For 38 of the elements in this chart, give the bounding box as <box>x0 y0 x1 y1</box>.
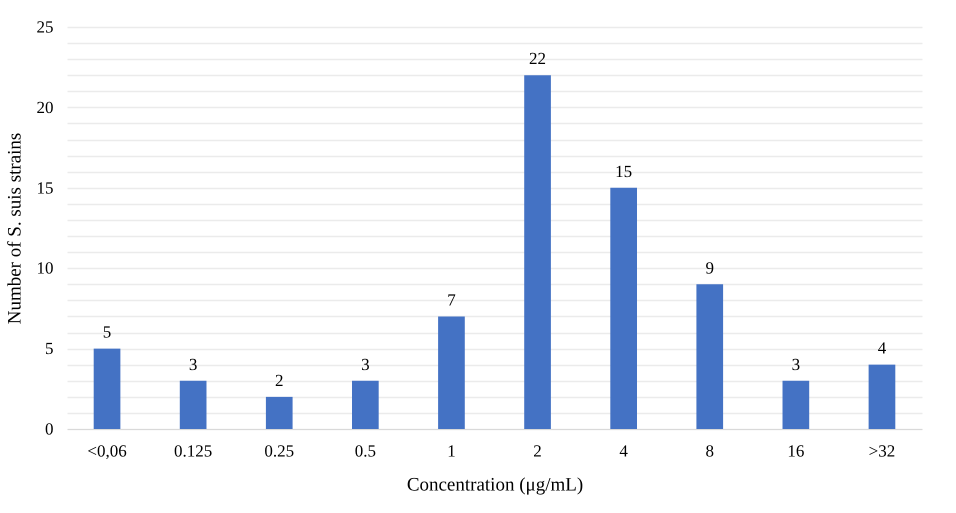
data-label: 15 <box>615 162 632 181</box>
x-tick-label: 0.125 <box>174 442 212 460</box>
data-label: 3 <box>361 354 370 374</box>
data-label: 7 <box>447 290 456 310</box>
bar <box>524 75 551 429</box>
y-axis-title: Number of S. suis strains <box>4 132 26 324</box>
y-tick-label: 10 <box>36 258 54 278</box>
data-label: 9 <box>706 258 714 278</box>
x-tick-label: 8 <box>706 442 714 460</box>
bar <box>696 284 724 429</box>
data-label: 5 <box>102 322 112 342</box>
data-label: 3 <box>792 354 800 374</box>
bar <box>438 316 465 429</box>
bar <box>266 396 293 429</box>
y-tick-label: 0 <box>45 420 54 438</box>
data-label: 4 <box>878 338 887 358</box>
y-tick-label: 15 <box>36 178 54 198</box>
x-tick-label: 4 <box>619 442 628 460</box>
data-label: 2 <box>274 370 284 390</box>
bar <box>352 380 379 429</box>
x-tick-label: <0,06 <box>87 442 127 460</box>
bar <box>782 380 810 429</box>
x-tick-label: 0.25 <box>264 442 294 460</box>
x-axis-title: Concentration (μg/mL) <box>406 474 584 496</box>
y-tick-label: 20 <box>36 98 54 117</box>
data-label: 22 <box>529 49 546 68</box>
y-tick-label: 5 <box>45 339 54 358</box>
bar <box>868 364 896 429</box>
bar <box>610 188 637 429</box>
x-tick-label: >32 <box>868 442 896 460</box>
x-tick-label: 2 <box>533 442 542 460</box>
bar <box>180 380 206 429</box>
x-tick-label: 16 <box>787 442 804 460</box>
y-tick-label: 25 <box>36 18 54 36</box>
x-tick-label: 1 <box>447 442 456 460</box>
data-label: 3 <box>188 354 198 374</box>
bar <box>94 348 120 429</box>
x-tick-label: 0.5 <box>354 442 376 460</box>
